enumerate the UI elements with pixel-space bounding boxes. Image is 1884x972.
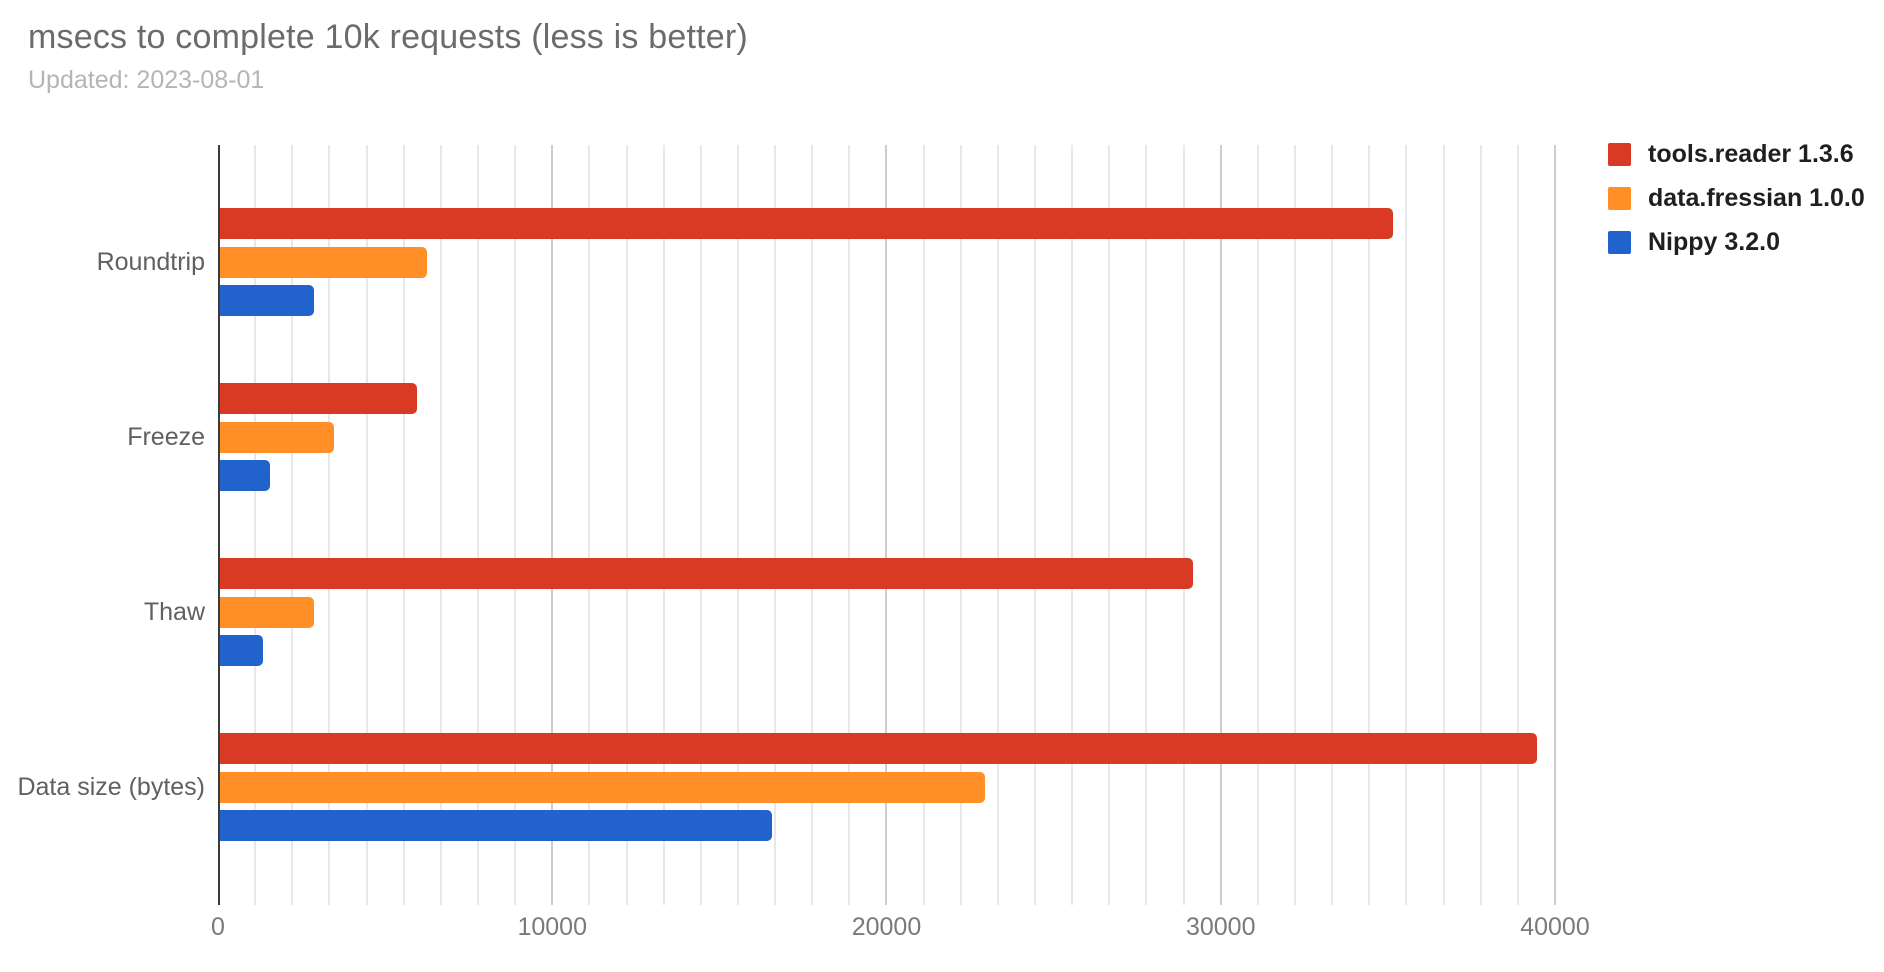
gridline-minor	[588, 145, 591, 905]
gridline-minor	[996, 145, 999, 905]
gridline-major	[1219, 145, 1222, 905]
legend-label: Nippy 3.2.0	[1648, 227, 1780, 256]
gridline-major	[1553, 145, 1556, 905]
gridline-minor	[476, 145, 479, 905]
bar-roundtrip-s2[interactable]	[220, 285, 314, 316]
y-axis-baseline	[218, 145, 220, 905]
bar-freeze-s2[interactable]	[220, 460, 270, 491]
gridline-minor	[1256, 145, 1259, 905]
bar-data-size-bytes-s1[interactable]	[220, 772, 985, 803]
x-tick-label: 40000	[1520, 913, 1590, 941]
plot-area	[218, 145, 1565, 905]
bar-freeze-s1[interactable]	[220, 422, 334, 453]
gridline-major	[885, 145, 888, 905]
x-tick-label: 0	[211, 913, 225, 941]
legend: tools.reader 1.3.6 data.fressian 1.0.0 Nip…	[1608, 139, 1865, 274]
gridline-minor	[1479, 145, 1482, 905]
bar-roundtrip-s1[interactable]	[220, 247, 427, 278]
bar-thaw-s0[interactable]	[220, 558, 1193, 589]
gridline-minor	[1442, 145, 1445, 905]
legend-item-1: data.fressian 1.0.0	[1608, 183, 1865, 212]
gridline-minor	[699, 145, 702, 905]
chart-title: msecs to complete 10k requests (less is …	[28, 18, 748, 56]
gridline-minor	[402, 145, 405, 905]
legend-swatch-icon	[1608, 142, 1631, 166]
bar-roundtrip-s0[interactable]	[220, 208, 1393, 239]
legend-item-2: Nippy 3.2.0	[1608, 227, 1865, 256]
gridline-minor	[514, 145, 517, 905]
bar-freeze-s0[interactable]	[220, 383, 417, 414]
x-tick-label: 10000	[517, 913, 587, 941]
x-tick-label: 20000	[851, 913, 922, 941]
gridline-minor	[365, 145, 368, 905]
legend-label: tools.reader 1.3.6	[1648, 139, 1854, 168]
gridline-minor	[662, 145, 665, 905]
x-tick-label: 30000	[1185, 913, 1256, 941]
gridline-minor	[1331, 145, 1334, 905]
bar-thaw-s1[interactable]	[220, 597, 314, 628]
category-label: Data size (bytes)	[17, 773, 205, 801]
gridline-minor	[625, 145, 628, 905]
gridline-minor	[1516, 145, 1519, 905]
legend-item-0: tools.reader 1.3.6	[1608, 139, 1865, 168]
gridline-minor	[1145, 145, 1148, 905]
gridline-minor	[291, 145, 294, 905]
gridline-minor	[774, 145, 777, 905]
chart-subtitle: Updated: 2023-08-01	[28, 66, 265, 94]
legend-swatch-icon	[1608, 186, 1631, 210]
gridline-minor	[328, 145, 331, 905]
bar-data-size-bytes-s2[interactable]	[220, 810, 772, 841]
gridline-minor	[1294, 145, 1296, 905]
gridline-minor	[1182, 145, 1185, 905]
bar-data-size-bytes-s0[interactable]	[220, 733, 1537, 764]
category-label: Freeze	[127, 423, 205, 451]
gridline-minor	[1034, 145, 1037, 905]
legend-label: data.fressian 1.0.0	[1648, 183, 1865, 212]
category-label: Roundtrip	[96, 248, 205, 276]
gridline-minor	[1368, 145, 1371, 905]
gridline-major	[551, 145, 554, 905]
gridline-minor	[1108, 145, 1111, 905]
category-label: Thaw	[143, 598, 205, 626]
gridline-minor	[922, 145, 925, 905]
bar-thaw-s2[interactable]	[220, 635, 263, 666]
gridline-minor	[1405, 145, 1408, 905]
gridline-minor	[811, 145, 814, 905]
gridline-minor	[736, 145, 739, 905]
gridline-minor	[254, 145, 257, 905]
gridline-minor	[848, 145, 851, 905]
gridline-minor	[959, 145, 962, 905]
gridline-minor	[439, 145, 442, 905]
gridline-minor	[1071, 145, 1074, 905]
legend-swatch-icon	[1608, 230, 1631, 254]
